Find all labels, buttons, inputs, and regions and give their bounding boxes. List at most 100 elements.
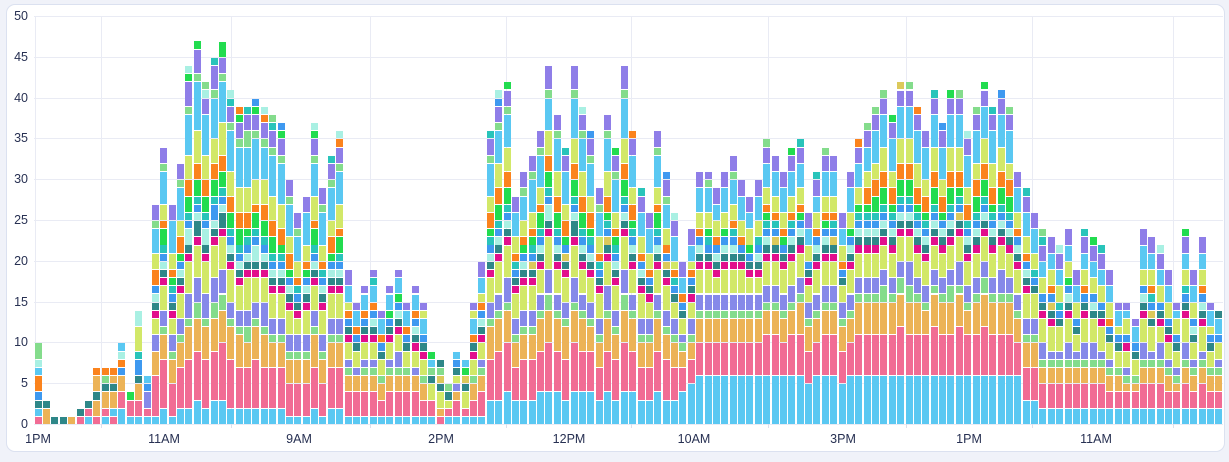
bar[interactable] <box>955 89 963 424</box>
bar[interactable] <box>922 130 930 424</box>
bar[interactable] <box>1139 228 1147 424</box>
bar[interactable] <box>1106 269 1114 424</box>
bar[interactable] <box>143 375 151 424</box>
bar[interactable] <box>905 81 913 424</box>
bar[interactable] <box>553 114 561 424</box>
bar[interactable] <box>629 130 637 424</box>
bar[interactable] <box>327 155 335 424</box>
bar[interactable] <box>872 106 880 424</box>
bar[interactable] <box>118 342 126 424</box>
bar[interactable] <box>1056 245 1064 424</box>
bar[interactable] <box>1215 310 1223 424</box>
bar[interactable] <box>1131 318 1139 424</box>
bar[interactable] <box>59 416 67 424</box>
bar[interactable] <box>68 416 76 424</box>
bar[interactable] <box>846 171 854 424</box>
bar[interactable] <box>168 204 176 424</box>
bar[interactable] <box>587 130 595 424</box>
bar[interactable] <box>511 196 519 424</box>
bar[interactable] <box>897 81 905 424</box>
bar[interactable] <box>696 171 704 424</box>
bar[interactable] <box>1089 236 1097 424</box>
bar[interactable] <box>436 359 444 424</box>
bar[interactable] <box>252 98 260 424</box>
bar[interactable] <box>1081 228 1089 424</box>
bar[interactable] <box>1047 236 1055 424</box>
bar[interactable] <box>972 106 980 424</box>
bar[interactable] <box>486 130 494 424</box>
bar[interactable] <box>1006 106 1013 424</box>
bar[interactable] <box>1014 171 1022 424</box>
bar[interactable] <box>604 114 612 424</box>
bar[interactable] <box>93 367 101 424</box>
bar[interactable] <box>796 138 804 424</box>
bar[interactable] <box>1039 228 1047 424</box>
bar[interactable] <box>352 302 360 424</box>
bar[interactable] <box>453 351 461 424</box>
bar[interactable] <box>1022 187 1030 424</box>
bar[interactable] <box>302 196 310 424</box>
bar[interactable] <box>478 261 486 424</box>
bar[interactable] <box>277 122 285 424</box>
bar[interactable] <box>1156 245 1164 424</box>
bar[interactable] <box>470 302 478 424</box>
bar[interactable] <box>595 187 603 424</box>
bar[interactable] <box>135 310 143 424</box>
bar[interactable] <box>687 228 695 424</box>
bar[interactable] <box>1031 212 1039 424</box>
bar[interactable] <box>244 106 252 424</box>
bar[interactable] <box>930 89 938 424</box>
bar[interactable] <box>84 400 92 424</box>
bar[interactable] <box>813 171 821 424</box>
bar[interactable] <box>1148 236 1156 424</box>
bar[interactable] <box>520 171 528 424</box>
bar[interactable] <box>679 261 687 424</box>
bar[interactable] <box>34 342 42 424</box>
bar[interactable] <box>888 114 896 424</box>
bar[interactable] <box>177 163 185 424</box>
bar[interactable] <box>1123 302 1131 424</box>
bar[interactable] <box>235 106 243 424</box>
bar[interactable] <box>620 65 628 424</box>
bar[interactable] <box>419 302 427 424</box>
bar[interactable] <box>403 302 411 424</box>
bar[interactable] <box>537 130 545 424</box>
bar[interactable] <box>1072 269 1080 424</box>
bar[interactable] <box>805 212 813 424</box>
bar[interactable] <box>495 89 503 424</box>
bar[interactable] <box>1173 302 1181 424</box>
bar[interactable] <box>947 89 955 424</box>
bar[interactable] <box>1165 269 1173 424</box>
bar[interactable] <box>126 391 134 424</box>
bar[interactable] <box>712 187 720 424</box>
bar[interactable] <box>662 171 670 424</box>
bar[interactable] <box>428 351 436 424</box>
bar[interactable] <box>227 89 235 424</box>
bar[interactable] <box>361 285 369 424</box>
bar[interactable] <box>1190 269 1198 424</box>
bar[interactable] <box>210 57 218 424</box>
bar[interactable] <box>997 89 1005 424</box>
bar[interactable] <box>578 106 586 424</box>
bar[interactable] <box>1198 236 1206 424</box>
bar[interactable] <box>964 130 972 424</box>
bar[interactable] <box>821 147 829 424</box>
bar[interactable] <box>1064 228 1072 424</box>
bar[interactable] <box>721 171 729 424</box>
bar[interactable] <box>319 187 327 424</box>
bar[interactable] <box>637 187 645 424</box>
bar[interactable] <box>830 155 838 424</box>
bar[interactable] <box>269 114 277 424</box>
bar[interactable] <box>729 155 737 424</box>
bar[interactable] <box>160 147 168 424</box>
bar[interactable] <box>76 408 84 424</box>
bar[interactable] <box>43 400 51 424</box>
bar[interactable] <box>503 81 511 424</box>
bar[interactable] <box>704 171 712 424</box>
bar[interactable] <box>528 155 536 424</box>
bar[interactable] <box>344 269 352 424</box>
bar[interactable] <box>386 285 394 424</box>
bar[interactable] <box>193 41 201 424</box>
bar[interactable] <box>369 269 377 424</box>
bar[interactable] <box>980 81 988 424</box>
